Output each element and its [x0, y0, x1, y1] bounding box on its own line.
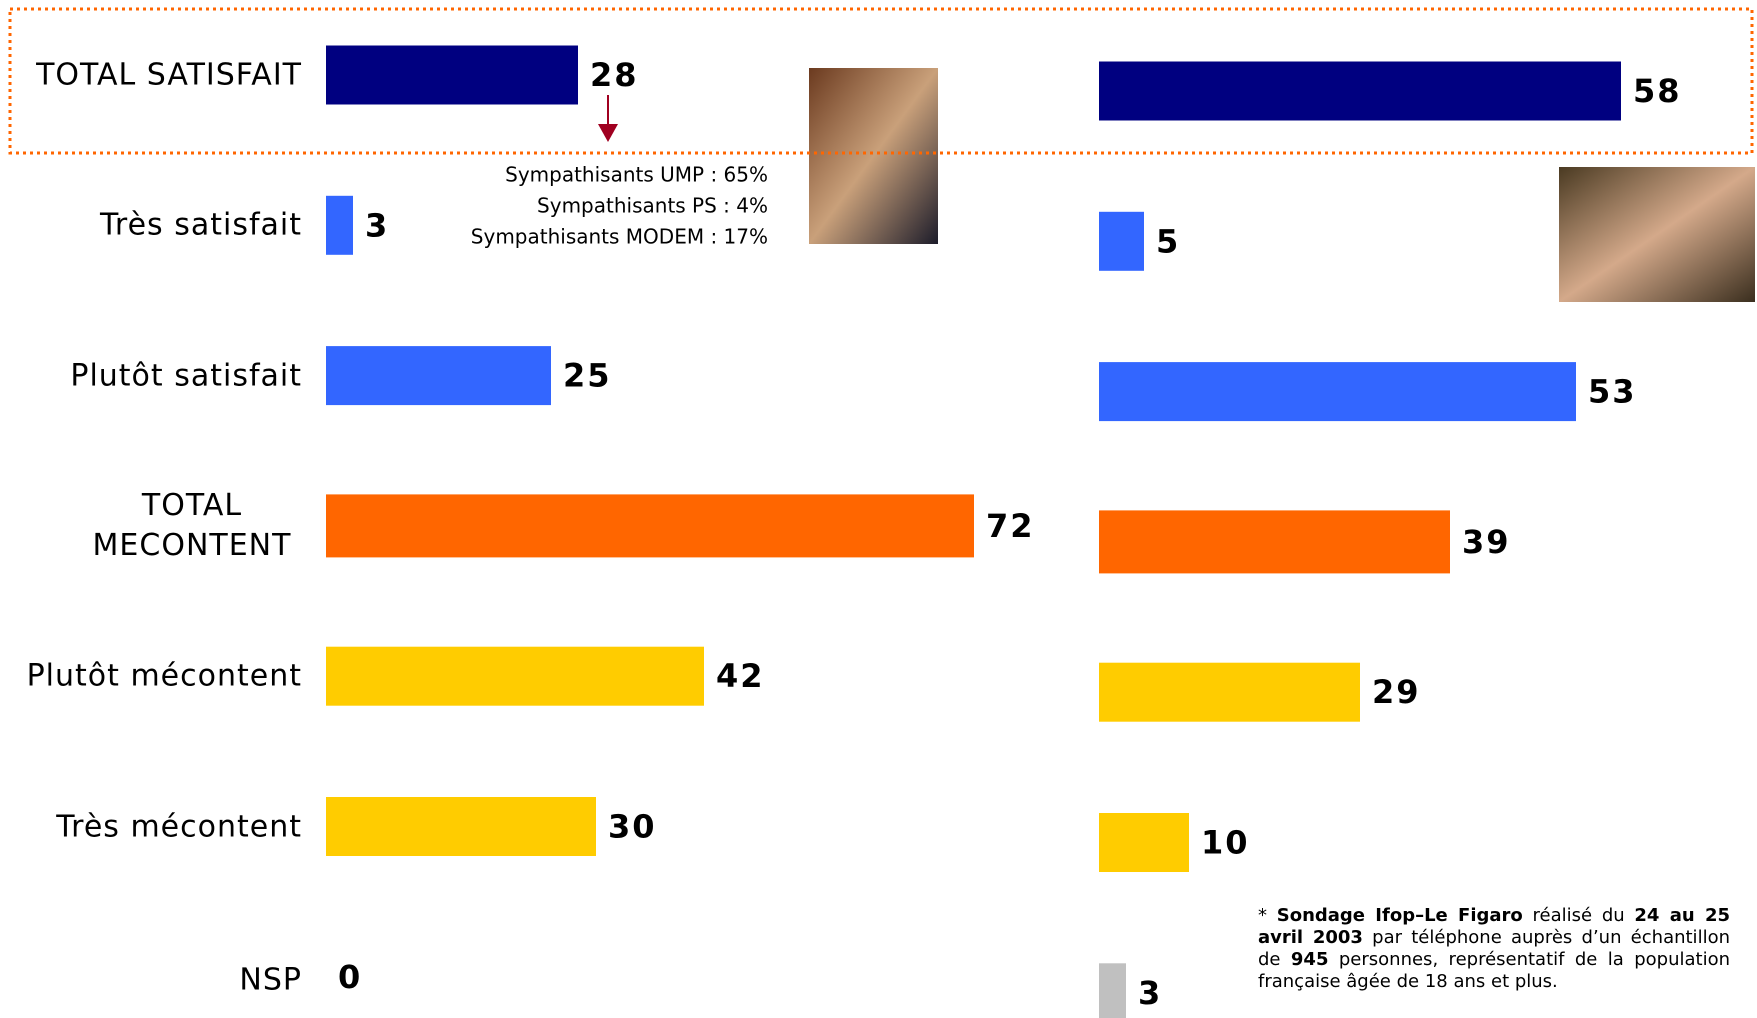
category-label: TOTAL MECONTENT [92, 487, 292, 563]
category-label: Plutôt mécontent [26, 658, 302, 694]
value-label: 53 [1588, 373, 1637, 411]
value-label: 72 [986, 507, 1035, 545]
footnote-text: personnes, représentatif de la populatio… [1258, 949, 1730, 992]
bar [326, 494, 974, 558]
arrow-head [598, 124, 618, 142]
category-label: Très satisfait [100, 207, 302, 243]
bar [1099, 813, 1189, 872]
footnote-text: réalisé du [1522, 905, 1635, 926]
category-label: TOTAL SATISFAIT [36, 57, 302, 93]
bar [326, 45, 578, 105]
bar [1099, 362, 1576, 422]
value-label: 29 [1372, 673, 1421, 711]
value-label: 58 [1633, 72, 1682, 110]
value-label: 25 [563, 357, 612, 395]
footnote-text: 24 au 25 avril 2003 [1258, 905, 1731, 948]
value-label: 0 [338, 958, 362, 996]
bar [1099, 510, 1450, 574]
footnote-text: * [1258, 905, 1277, 926]
footnote-text: 945 [1290, 949, 1329, 970]
value-label: 28 [590, 56, 639, 94]
annotation: Sympathisants UMP : 65% [505, 163, 768, 187]
photo [809, 68, 938, 244]
bar [326, 195, 353, 255]
bar [326, 797, 596, 856]
annotation: Sympathisants MODEM : 17% [471, 225, 768, 249]
category-label: Plutôt satisfait [70, 358, 302, 394]
photo [1559, 167, 1755, 302]
footnote: * Sondage Ifop–Le Figaro réalisé du 24 a… [1258, 905, 1730, 993]
category-label: Très mécontent [56, 809, 302, 844]
value-label: 10 [1201, 824, 1250, 862]
bar [326, 346, 551, 406]
value-label: 39 [1462, 523, 1511, 561]
category-label: NSP [239, 962, 302, 998]
bar [326, 646, 704, 706]
bar [1099, 662, 1360, 722]
value-label: 5 [1156, 222, 1180, 260]
highlight-box [8, 7, 1754, 155]
annotation: Sympathisants PS : 4% [537, 194, 768, 218]
value-label: 42 [716, 657, 765, 695]
footnote-text: par téléphone auprès d’un échantillon de [1258, 927, 1730, 970]
footnote-text: Sondage Ifop–Le Figaro [1276, 905, 1523, 926]
bar [1099, 211, 1144, 271]
value-label: 3 [365, 206, 389, 244]
value-label: 3 [1138, 974, 1162, 1012]
value-label: 30 [608, 808, 657, 846]
bar [1099, 61, 1621, 121]
bar [1099, 963, 1126, 1018]
